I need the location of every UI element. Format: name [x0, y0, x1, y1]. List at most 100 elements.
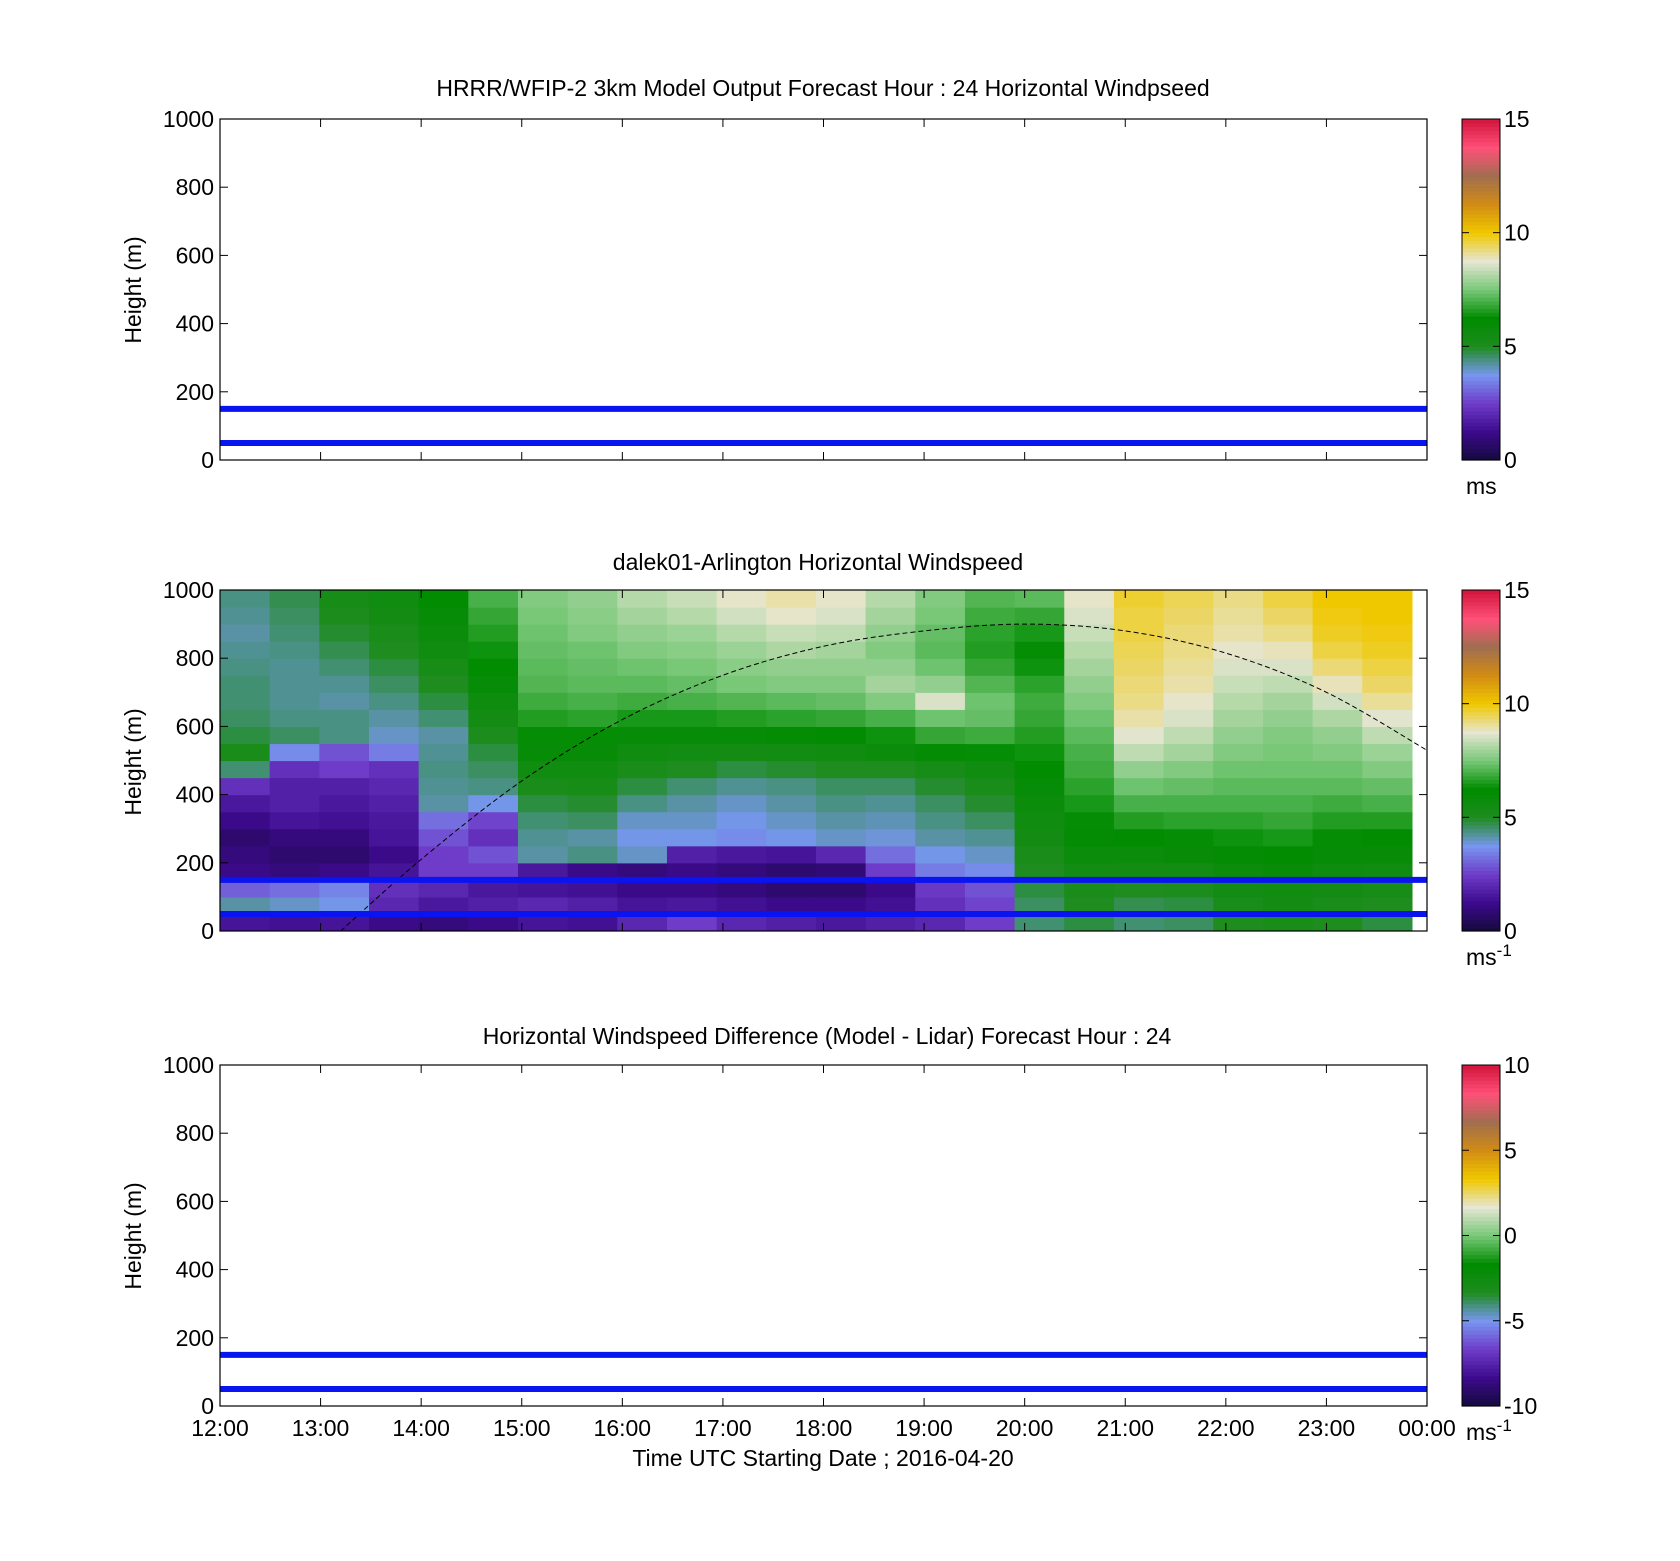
- colorbar-segment: [1462, 134, 1500, 139]
- heatmap-cell: [1362, 624, 1413, 642]
- heatmap-cell: [517, 709, 569, 727]
- y-axis-label: Height (m): [120, 1182, 146, 1289]
- colorbar-segment: [1462, 342, 1500, 347]
- heatmap-cell: [1113, 743, 1165, 762]
- panel-title: HRRR/WFIP-2 3km Model Output Forecast Ho…: [436, 75, 1209, 101]
- heatmap-cell: [1163, 709, 1214, 727]
- heatmap-cell: [1014, 590, 1065, 608]
- colorbar-segment: [1462, 616, 1500, 621]
- colorbar-segment: [1462, 718, 1500, 724]
- heatmap-cell: [766, 709, 817, 727]
- heatmap-cell: [815, 658, 867, 676]
- colorbar-segment: [1462, 764, 1500, 769]
- colorbar-segment: [1462, 1398, 1500, 1403]
- colorbar-segment: [1462, 338, 1500, 344]
- panel-title: Horizontal Windspeed Difference (Model -…: [483, 1023, 1172, 1049]
- colorbar-segment: [1462, 1068, 1500, 1074]
- colorbar-segment: [1462, 775, 1500, 781]
- heatmap-cell: [915, 760, 966, 779]
- heatmap-cell: [319, 828, 370, 847]
- colorbar-segment: [1462, 1250, 1500, 1256]
- heatmap-cell: [1262, 709, 1314, 727]
- heatmap-cell: [468, 794, 519, 813]
- colorbar-segment: [1462, 1212, 1500, 1218]
- heatmap-cell: [1064, 896, 1115, 915]
- heatmap-cell: [1113, 913, 1165, 931]
- colorbar-tick-label: -5: [1504, 1308, 1524, 1334]
- colorbar-frame: [1461, 589, 1501, 932]
- colorbar-segment: [1462, 593, 1500, 599]
- colorbar-segment: [1462, 1224, 1500, 1229]
- colorbar-segment: [1462, 1299, 1500, 1305]
- heatmap-cell: [1014, 845, 1065, 864]
- heatmap-cell: [1163, 777, 1214, 796]
- colorbar-segment: [1462, 703, 1500, 709]
- colorbar-segment: [1462, 122, 1500, 128]
- x-tick-label: 12:00: [191, 1415, 249, 1441]
- colorbar-segment: [1462, 433, 1500, 438]
- colorbar-segment: [1462, 817, 1500, 822]
- heatmap-cell: [915, 896, 966, 915]
- colorbar-tick-label: 15: [1504, 577, 1530, 603]
- heatmap-cell: [418, 590, 469, 608]
- heatmap-cell: [964, 811, 1016, 830]
- colorbar-segment: [1462, 688, 1500, 693]
- y-tick-label: 200: [176, 850, 214, 876]
- colorbar-segment: [1462, 1387, 1500, 1392]
- heatmap-cell: [468, 862, 519, 881]
- heatmap-cell: [418, 607, 469, 625]
- colorbar-segment: [1462, 783, 1500, 788]
- colorbar-segment: [1462, 779, 1500, 784]
- heatmap-cell: [1113, 828, 1165, 847]
- heatmap-cell: [319, 641, 370, 659]
- heatmap-cell: [517, 828, 569, 847]
- heatmap-cell: [269, 726, 320, 745]
- colorbar-segment: [1462, 1231, 1500, 1237]
- colorbar-segment: [1462, 1140, 1500, 1146]
- colorbar-segment: [1462, 225, 1500, 230]
- heatmap-cell: [964, 862, 1016, 881]
- heatmap-cell: [517, 743, 569, 762]
- heatmap-cell: [567, 760, 618, 779]
- colorbar-segment: [1462, 1129, 1500, 1134]
- heatmap-cell: [1064, 590, 1115, 608]
- heatmap-cell: [766, 590, 817, 608]
- colorbar-segment: [1462, 859, 1500, 864]
- heatmap-cell: [666, 726, 718, 745]
- heatmap-cell: [1163, 641, 1214, 659]
- heatmap-cell: [865, 641, 916, 659]
- heatmap-cell: [1064, 760, 1115, 779]
- heatmap-cell: [1064, 811, 1115, 830]
- heatmap-cell: [666, 658, 718, 676]
- heatmap-cell: [666, 709, 718, 727]
- colorbar-segment: [1462, 1106, 1500, 1112]
- colorbar-segment: [1462, 680, 1500, 686]
- heatmap-cell: [716, 607, 767, 625]
- panel-model-output: HRRR/WFIP-2 3km Model Output Forecast Ho…: [120, 75, 1530, 499]
- heatmap-cell: [468, 760, 519, 779]
- heatmap-cell: [865, 828, 916, 847]
- colorbar-segment: [1462, 877, 1500, 883]
- colorbar-segment: [1462, 862, 1500, 868]
- colorbar-segment: [1462, 733, 1500, 739]
- heatmap-cell: [666, 828, 718, 847]
- heatmap-cell: [1312, 726, 1363, 745]
- heatmap-cell: [1064, 692, 1115, 710]
- colorbar-segment: [1462, 168, 1500, 173]
- colorbar-segment: [1462, 787, 1500, 792]
- colorbar-segment: [1462, 198, 1500, 203]
- heatmap-cell: [1014, 777, 1065, 796]
- heatmap-cell: [319, 777, 370, 796]
- heatmap-cell: [815, 743, 867, 762]
- heatmap-cell: [1014, 879, 1065, 898]
- heatmap-cell: [1064, 658, 1115, 676]
- heatmap-cell: [220, 658, 271, 676]
- heatmap-cell: [418, 811, 469, 830]
- colorbar-segment: [1462, 1208, 1500, 1214]
- heatmap-cell: [766, 607, 817, 625]
- heatmap-cell: [1064, 862, 1115, 881]
- heatmap-cell: [1362, 862, 1413, 881]
- colorbar-segment: [1462, 1375, 1500, 1381]
- heatmap-cell: [269, 811, 320, 830]
- heatmap-cell: [567, 828, 618, 847]
